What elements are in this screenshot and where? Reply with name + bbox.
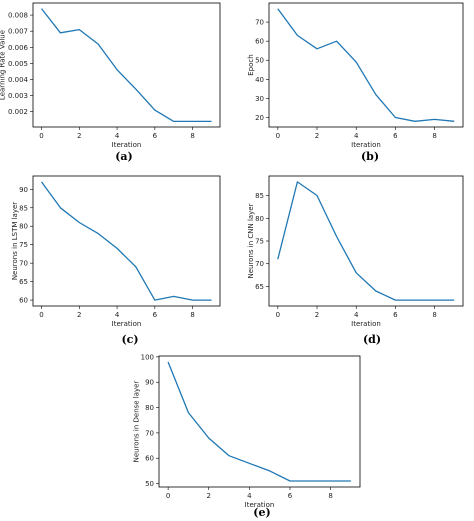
series-line bbox=[40, 8, 212, 123]
y-tick-label: 20 bbox=[255, 114, 264, 122]
chart-e: 0 2 4 6 8 50 60 70 80 90 100 Iteration Neurons in De… bbox=[133, 353, 361, 519]
y-tick-label: 0.008 bbox=[8, 12, 28, 20]
x-tick-label: 8 bbox=[432, 311, 436, 319]
y-tick-label: 75 bbox=[19, 241, 28, 249]
plot-frame bbox=[268, 175, 464, 307]
plot-frame bbox=[268, 2, 464, 128]
y-axis-label: Neurons in Dense layer bbox=[133, 380, 141, 462]
x-tick-label: 2 bbox=[77, 311, 81, 319]
x-tick-label: 0 bbox=[39, 311, 43, 319]
y-tick-label: 85 bbox=[19, 204, 28, 212]
y-tick-label: 90 bbox=[19, 186, 28, 194]
x-tick-label: 0 bbox=[276, 132, 280, 140]
chart-a: 0 2 4 6 8 0.002 0.003 0.004 0.005 0.006 0.007 0.008… bbox=[0, 2, 221, 163]
plot-frame bbox=[158, 355, 361, 488]
chart-b: 0 2 4 6 8 20 30 40 50 60 70 Iteration Epoch (b) bbox=[247, 2, 464, 163]
x-tick-label: 4 bbox=[354, 311, 359, 319]
y-tick-label: 0.007 bbox=[8, 28, 28, 36]
y-tick-label: 70 bbox=[19, 260, 28, 268]
x-tick-label: 6 bbox=[153, 132, 158, 140]
x-tick-label: 8 bbox=[328, 492, 332, 500]
y-tick-label: 0.006 bbox=[8, 44, 29, 52]
y-tick-label: 30 bbox=[255, 95, 264, 103]
x-axis-label: Iteration bbox=[112, 320, 142, 328]
y-tick-label: 85 bbox=[255, 192, 264, 200]
y-tick-label: 0.003 bbox=[8, 92, 28, 100]
x-tick-label: 2 bbox=[315, 311, 319, 319]
series-line bbox=[277, 8, 455, 122]
x-tick-label: 6 bbox=[393, 132, 398, 140]
y-tick-label: 40 bbox=[255, 76, 264, 84]
y-tick-label: 65 bbox=[19, 278, 28, 286]
y-tick-label: 65 bbox=[255, 283, 264, 291]
y-tick-label: 90 bbox=[145, 379, 154, 387]
x-tick-label: 6 bbox=[393, 311, 398, 319]
series-line bbox=[40, 181, 212, 301]
y-tick-label: 70 bbox=[145, 429, 154, 437]
x-tick-label: 2 bbox=[207, 492, 211, 500]
x-tick-label: 8 bbox=[432, 132, 436, 140]
x-tick-label: 0 bbox=[166, 492, 170, 500]
x-tick-label: 4 bbox=[115, 311, 120, 319]
chart-c: 0 2 4 6 8 60 65 70 75 80 85 90 Iteration Neurons in L… bbox=[11, 175, 221, 346]
panel-caption: (b) bbox=[361, 150, 379, 163]
x-tick-label: 6 bbox=[153, 311, 158, 319]
y-tick-label: 80 bbox=[19, 223, 28, 231]
x-axis-label: Iteration bbox=[351, 320, 381, 328]
y-tick-label: 80 bbox=[255, 215, 264, 223]
x-tick-label: 8 bbox=[190, 311, 194, 319]
panel-caption: (a) bbox=[115, 150, 133, 163]
y-tick-label: 70 bbox=[255, 260, 264, 268]
y-tick-label: 50 bbox=[145, 480, 154, 488]
y-tick-label: 60 bbox=[145, 455, 154, 463]
y-axis-label: Epoch bbox=[247, 54, 255, 75]
panel-caption: (e) bbox=[253, 506, 270, 519]
y-tick-label: 0.002 bbox=[8, 108, 28, 116]
plot-frame bbox=[32, 175, 221, 307]
x-tick-label: 0 bbox=[276, 311, 280, 319]
x-tick-label: 8 bbox=[190, 132, 194, 140]
series-line bbox=[167, 361, 351, 482]
x-tick-label: 4 bbox=[354, 132, 359, 140]
y-tick-label: 0.004 bbox=[8, 76, 29, 84]
x-tick-label: 2 bbox=[315, 132, 319, 140]
panel-caption: (d) bbox=[363, 333, 381, 346]
x-tick-label: 4 bbox=[247, 492, 252, 500]
y-axis-label: Neurons in CNN layer bbox=[247, 203, 255, 278]
plot-frame bbox=[32, 2, 221, 128]
x-axis-label: Iteration bbox=[245, 501, 275, 509]
panel-caption: (c) bbox=[121, 333, 138, 346]
x-tick-label: 0 bbox=[39, 132, 43, 140]
y-tick-label: 60 bbox=[19, 297, 28, 305]
y-tick-label: 80 bbox=[145, 404, 154, 412]
y-axis-label: Learning Rate Value bbox=[0, 30, 7, 100]
y-tick-label: 0.005 bbox=[8, 60, 28, 68]
y-tick-label: 100 bbox=[141, 353, 154, 361]
y-tick-label: 70 bbox=[255, 19, 264, 27]
y-axis-label: Neurons in LSTM layer bbox=[11, 202, 19, 280]
x-tick-label: 2 bbox=[77, 132, 81, 140]
y-tick-label: 50 bbox=[255, 57, 264, 65]
y-tick-label: 60 bbox=[255, 38, 264, 46]
x-axis-label: Iteration bbox=[112, 141, 142, 149]
chart-d: 0 2 4 6 8 65 70 75 80 85 Iteration Neurons in CNN l… bbox=[247, 175, 464, 346]
series-line bbox=[277, 181, 455, 301]
y-tick-label: 75 bbox=[255, 238, 264, 246]
x-tick-label: 6 bbox=[288, 492, 293, 500]
x-axis-label: Iteration bbox=[351, 141, 381, 149]
x-tick-label: 4 bbox=[115, 132, 120, 140]
